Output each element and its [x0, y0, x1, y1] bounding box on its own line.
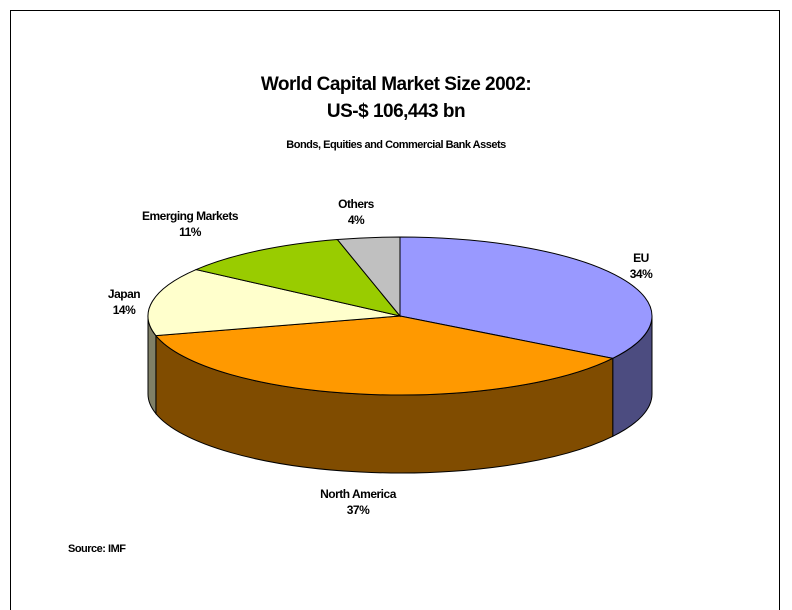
slice-north-america — [154, 315, 615, 396]
slice-eu — [399, 236, 653, 359]
slice-label-japan: Japan — [108, 287, 140, 301]
slice-labels: EU 34% North America 37% Japan 14% Emerging Ma… — [108, 197, 654, 517]
slice-label-north-america: North America — [320, 487, 397, 501]
slice-value-north-america: 37% — [347, 503, 370, 517]
pie-body — [147, 236, 653, 474]
slice-label-eu: EU — [633, 251, 649, 265]
slice-value-japan: 14% — [113, 303, 136, 317]
chart-title-line2: US-$ 106,443 bn — [327, 101, 465, 122]
slice-value-others: 4% — [348, 213, 365, 227]
slice-value-emerging-markets: 11% — [179, 225, 202, 239]
slice-label-others: Others — [338, 197, 375, 211]
chart-subtitle: Bonds, Equities and Commercial Bank Asse… — [286, 139, 506, 151]
chart-title: World Capital Market Size 2002: — [261, 74, 531, 95]
slice-japan — [147, 269, 401, 337]
chart-frame — [10, 10, 780, 610]
slice-label-emerging-markets: Emerging Markets — [142, 209, 239, 223]
slice-value-eu: 34% — [630, 267, 653, 281]
slice-others — [336, 236, 401, 318]
source-note: Source: IMF — [68, 543, 126, 555]
slice-emerging-markets — [194, 238, 402, 317]
